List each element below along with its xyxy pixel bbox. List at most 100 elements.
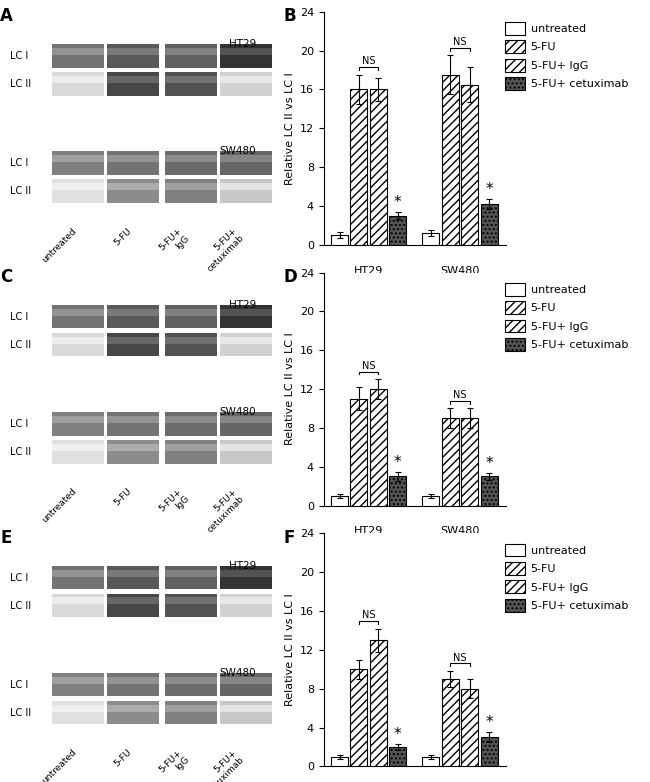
Bar: [107, 336, 159, 343]
Bar: [165, 594, 216, 617]
Bar: [107, 155, 159, 162]
Bar: [462, 689, 478, 766]
Bar: [107, 701, 159, 724]
Text: HT29: HT29: [354, 266, 383, 275]
Text: untreated: untreated: [40, 226, 78, 264]
Text: *: *: [486, 456, 493, 471]
Bar: [107, 305, 159, 328]
Bar: [370, 640, 387, 766]
Bar: [165, 336, 216, 343]
Bar: [107, 594, 159, 617]
Bar: [331, 496, 348, 505]
Bar: [165, 569, 216, 576]
Text: HT29: HT29: [229, 561, 256, 571]
Bar: [52, 412, 104, 436]
Bar: [220, 333, 272, 357]
Bar: [331, 757, 348, 766]
Bar: [220, 443, 272, 450]
Bar: [165, 416, 216, 423]
Bar: [165, 305, 216, 328]
Text: NS: NS: [453, 389, 467, 400]
Text: SW480: SW480: [440, 526, 480, 536]
Text: 5-FU+
IgG: 5-FU+ IgG: [157, 487, 191, 521]
Bar: [165, 673, 216, 697]
Bar: [107, 705, 159, 712]
Bar: [52, 183, 104, 190]
Bar: [220, 305, 272, 328]
Bar: [370, 89, 387, 245]
Text: LC II: LC II: [10, 708, 31, 718]
Bar: [220, 569, 272, 576]
Text: LC II: LC II: [10, 340, 31, 350]
Bar: [350, 399, 367, 505]
Bar: [220, 705, 272, 712]
Bar: [389, 747, 406, 766]
Bar: [107, 673, 159, 697]
Text: NS: NS: [453, 37, 467, 47]
Bar: [462, 418, 478, 505]
Text: untreated: untreated: [40, 487, 78, 525]
Text: HT29: HT29: [229, 39, 256, 49]
Bar: [107, 309, 159, 316]
Bar: [52, 305, 104, 328]
Text: LC II: LC II: [10, 601, 31, 611]
Bar: [350, 669, 367, 766]
Text: *: *: [486, 716, 493, 730]
Bar: [52, 76, 104, 83]
Text: LC I: LC I: [10, 680, 28, 690]
Bar: [220, 309, 272, 316]
Bar: [52, 569, 104, 576]
Bar: [165, 333, 216, 357]
Text: LC I: LC I: [10, 312, 28, 322]
Text: NS: NS: [453, 652, 467, 662]
Bar: [165, 183, 216, 190]
Bar: [52, 440, 104, 464]
Bar: [389, 476, 406, 505]
Bar: [422, 757, 439, 766]
Text: LC I: LC I: [10, 51, 28, 61]
Bar: [220, 72, 272, 95]
Bar: [331, 235, 348, 245]
Bar: [220, 152, 272, 174]
Text: HT29: HT29: [354, 526, 383, 536]
Bar: [389, 216, 406, 245]
Bar: [52, 566, 104, 590]
Bar: [52, 336, 104, 343]
Bar: [52, 48, 104, 55]
Bar: [52, 443, 104, 450]
Bar: [52, 701, 104, 724]
Text: SW480: SW480: [440, 266, 480, 275]
Text: SW480: SW480: [220, 407, 256, 418]
Bar: [220, 416, 272, 423]
Bar: [220, 673, 272, 697]
Bar: [220, 76, 272, 83]
Text: *: *: [394, 195, 402, 210]
Text: CD133+: CD133+: [391, 300, 437, 310]
Bar: [165, 45, 216, 67]
Bar: [52, 45, 104, 67]
Bar: [107, 45, 159, 67]
Bar: [442, 418, 459, 505]
Text: LC II: LC II: [10, 186, 31, 196]
Bar: [220, 155, 272, 162]
Text: *: *: [394, 727, 402, 742]
Bar: [52, 597, 104, 604]
Bar: [165, 72, 216, 95]
Text: NS: NS: [362, 610, 375, 620]
Legend: untreated, 5-FU, 5-FU+ IgG, 5-FU+ cetuximab: untreated, 5-FU, 5-FU+ IgG, 5-FU+ cetuxi…: [505, 283, 628, 351]
Bar: [165, 705, 216, 712]
Bar: [442, 75, 459, 245]
Text: HT29: HT29: [229, 300, 256, 310]
Bar: [107, 566, 159, 590]
Text: B: B: [283, 7, 296, 25]
Bar: [52, 705, 104, 712]
Bar: [52, 673, 104, 697]
Bar: [220, 597, 272, 604]
Text: SW480: SW480: [220, 668, 256, 678]
Legend: untreated, 5-FU, 5-FU+ IgG, 5-FU+ cetuximab: untreated, 5-FU, 5-FU+ IgG, 5-FU+ cetuxi…: [505, 543, 628, 612]
Bar: [107, 569, 159, 576]
Bar: [422, 233, 439, 245]
Text: LC I: LC I: [10, 419, 28, 429]
Bar: [220, 336, 272, 343]
Bar: [350, 89, 367, 245]
